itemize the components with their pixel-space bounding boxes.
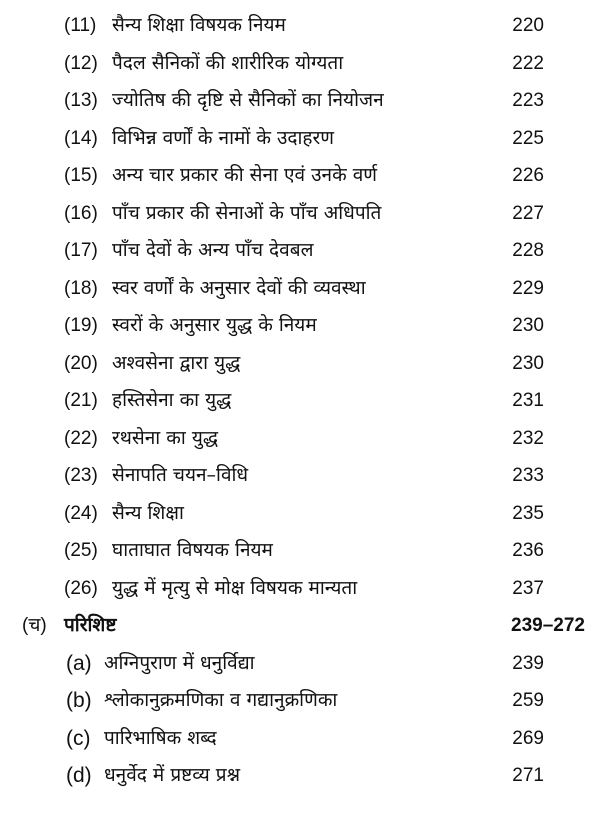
page-number: 232	[512, 427, 544, 449]
page-number: 231	[512, 390, 544, 411]
entry-number: (16)	[64, 202, 98, 224]
entry-title: सैन्य शिक्षा विषयक नियम	[112, 14, 286, 36]
page-number: 233	[512, 465, 544, 486]
entry-number: (19)	[64, 315, 98, 336]
page-number: 239–272	[511, 615, 585, 636]
toc-entry: (22) रथसेना का युद्ध 232	[0, 420, 600, 458]
entry-number: (22)	[64, 427, 98, 449]
entry-title: पाँच देवों के अन्य पाँच देवबल	[112, 239, 314, 261]
toc-entry: (23) सेनापति चयन–विधि 233	[0, 457, 600, 495]
page-number: 220	[512, 15, 544, 36]
page-number: 271	[512, 765, 544, 786]
entry-number: (c)	[66, 726, 91, 750]
entry-number: (23)	[64, 465, 98, 486]
entry-title: पैदल सैनिकों की शारीरिक योग्यता	[112, 51, 344, 74]
toc-appendix-entry: (d) धनुर्वेद में प्रष्टव्य प्रश्न 271	[0, 757, 600, 795]
entry-title: श्लोकानुक्रमणिका व गद्यानुक्रणिका	[104, 689, 338, 711]
entry-title: अश्वसेना द्वारा युद्ध	[112, 351, 241, 374]
entry-number: (च)	[22, 615, 47, 636]
toc-entry: (18) स्वर वर्णों के अनुसार देवों की व्यवस…	[0, 270, 600, 308]
toc-entry: (17) पाँच देवों के अन्य पाँच देवबल 228	[0, 232, 600, 270]
toc-entry: (13) ज्योतिष की दृष्टि से सैनिकों का नियो…	[0, 82, 600, 120]
entry-number: (20)	[64, 352, 98, 374]
page-number: 235	[512, 502, 544, 524]
entry-number: (13)	[64, 90, 98, 111]
entry-title: स्वर वर्णों के अनुसार देवों की व्यवस्था	[112, 276, 366, 299]
toc-section-heading: (च) परिशिष्ट 239–272	[0, 607, 600, 645]
entry-number: (12)	[64, 52, 98, 74]
entry-title: हस्तिसेना का युद्ध	[112, 389, 232, 411]
page-number: 230	[512, 352, 544, 374]
toc-entry: (26) युद्ध में मृत्यु से मोक्ष विषयक मान्…	[0, 570, 600, 608]
toc-appendix-entry: (c) पारिभाषिक शब्द 269	[0, 720, 600, 758]
toc-entry: (21) हस्तिसेना का युद्ध 231	[0, 382, 600, 420]
toc-entry: (24) सैन्य शिक्षा 235	[0, 495, 600, 533]
entry-number: (a)	[66, 651, 92, 675]
entry-number: (24)	[64, 502, 98, 524]
toc-entry: (20) अश्वसेना द्वारा युद्ध 230	[0, 345, 600, 383]
page-number: 223	[512, 90, 544, 111]
page-number: 229	[512, 277, 544, 299]
toc-entry: (12) पैदल सैनिकों की शारीरिक योग्यता 222	[0, 45, 600, 83]
entry-title: रथसेना का युद्ध	[112, 426, 219, 449]
entry-title: पारिभाषिक शब्द	[104, 726, 217, 749]
entry-number: (14)	[64, 127, 98, 149]
entry-number: (26)	[64, 577, 98, 599]
entry-title: अन्य चार प्रकार की सेना एवं उनके वर्ण	[112, 164, 378, 186]
toc-appendix-entry: (a) अग्निपुराण में धनुर्विद्या 239	[0, 645, 600, 683]
entry-title: सैन्य शिक्षा	[112, 501, 184, 524]
page-number: 226	[512, 165, 544, 186]
toc-appendix-entry: (b) श्लोकानुक्रमणिका व गद्यानुक्रणिका 259	[0, 682, 600, 720]
entry-number: (21)	[64, 390, 98, 411]
entry-title: युद्ध में मृत्यु से मोक्ष विषयक मान्यता	[112, 576, 358, 599]
entry-number: (17)	[64, 240, 98, 261]
toc-entry: (19) स्वरों के अनुसार युद्ध के नियम 230	[0, 307, 600, 345]
table-of-contents: (11) सैन्य शिक्षा विषयक नियम 220 (12) पैदल स…	[0, 7, 600, 795]
entry-title: स्वरों के अनुसार युद्ध के नियम	[112, 314, 317, 336]
entry-title: परिशिष्ट	[64, 614, 117, 636]
entry-title: धनुर्वेद में प्रष्टव्य प्रश्न	[104, 764, 241, 786]
toc-entry: (11) सैन्य शिक्षा विषयक नियम 220	[0, 7, 600, 45]
toc-entry: (15) अन्य चार प्रकार की सेना एवं उनके वर्…	[0, 157, 600, 195]
page-number: 230	[512, 315, 544, 336]
entry-title: ज्योतिष की दृष्टि से सैनिकों का नियोजन	[112, 89, 384, 111]
entry-title: घाताघात विषयक नियम	[112, 539, 273, 561]
entry-title: अग्निपुराण में धनुर्विद्या	[104, 651, 255, 674]
page-number: 236	[512, 540, 544, 561]
entry-number: (25)	[64, 540, 98, 561]
page-number: 237	[512, 577, 544, 599]
entry-title: सेनापति चयन–विधि	[112, 464, 249, 486]
entry-number: (d)	[66, 764, 92, 787]
page-number: 228	[512, 240, 544, 261]
page-number: 222	[512, 52, 544, 74]
entry-number: (18)	[64, 277, 98, 299]
toc-entry: (16) पाँच प्रकार की सेनाओं के पाँच अधिपति…	[0, 195, 600, 233]
toc-entry: (25) घाताघात विषयक नियम 236	[0, 532, 600, 570]
page-number: 269	[512, 727, 544, 749]
entry-title: पाँच प्रकार की सेनाओं के पाँच अधिपति	[112, 201, 382, 224]
toc-entry: (14) विभिन्न वर्णों के नामों के उदाहरण 225	[0, 120, 600, 158]
page-number: 239	[512, 652, 544, 674]
page-number: 227	[512, 202, 544, 224]
entry-number: (15)	[64, 165, 98, 186]
entry-number: (b)	[66, 689, 92, 712]
page-number: 259	[512, 690, 544, 711]
page-number: 225	[512, 127, 544, 149]
entry-number: (11)	[64, 15, 97, 36]
entry-title: विभिन्न वर्णों के नामों के उदाहरण	[112, 126, 334, 149]
